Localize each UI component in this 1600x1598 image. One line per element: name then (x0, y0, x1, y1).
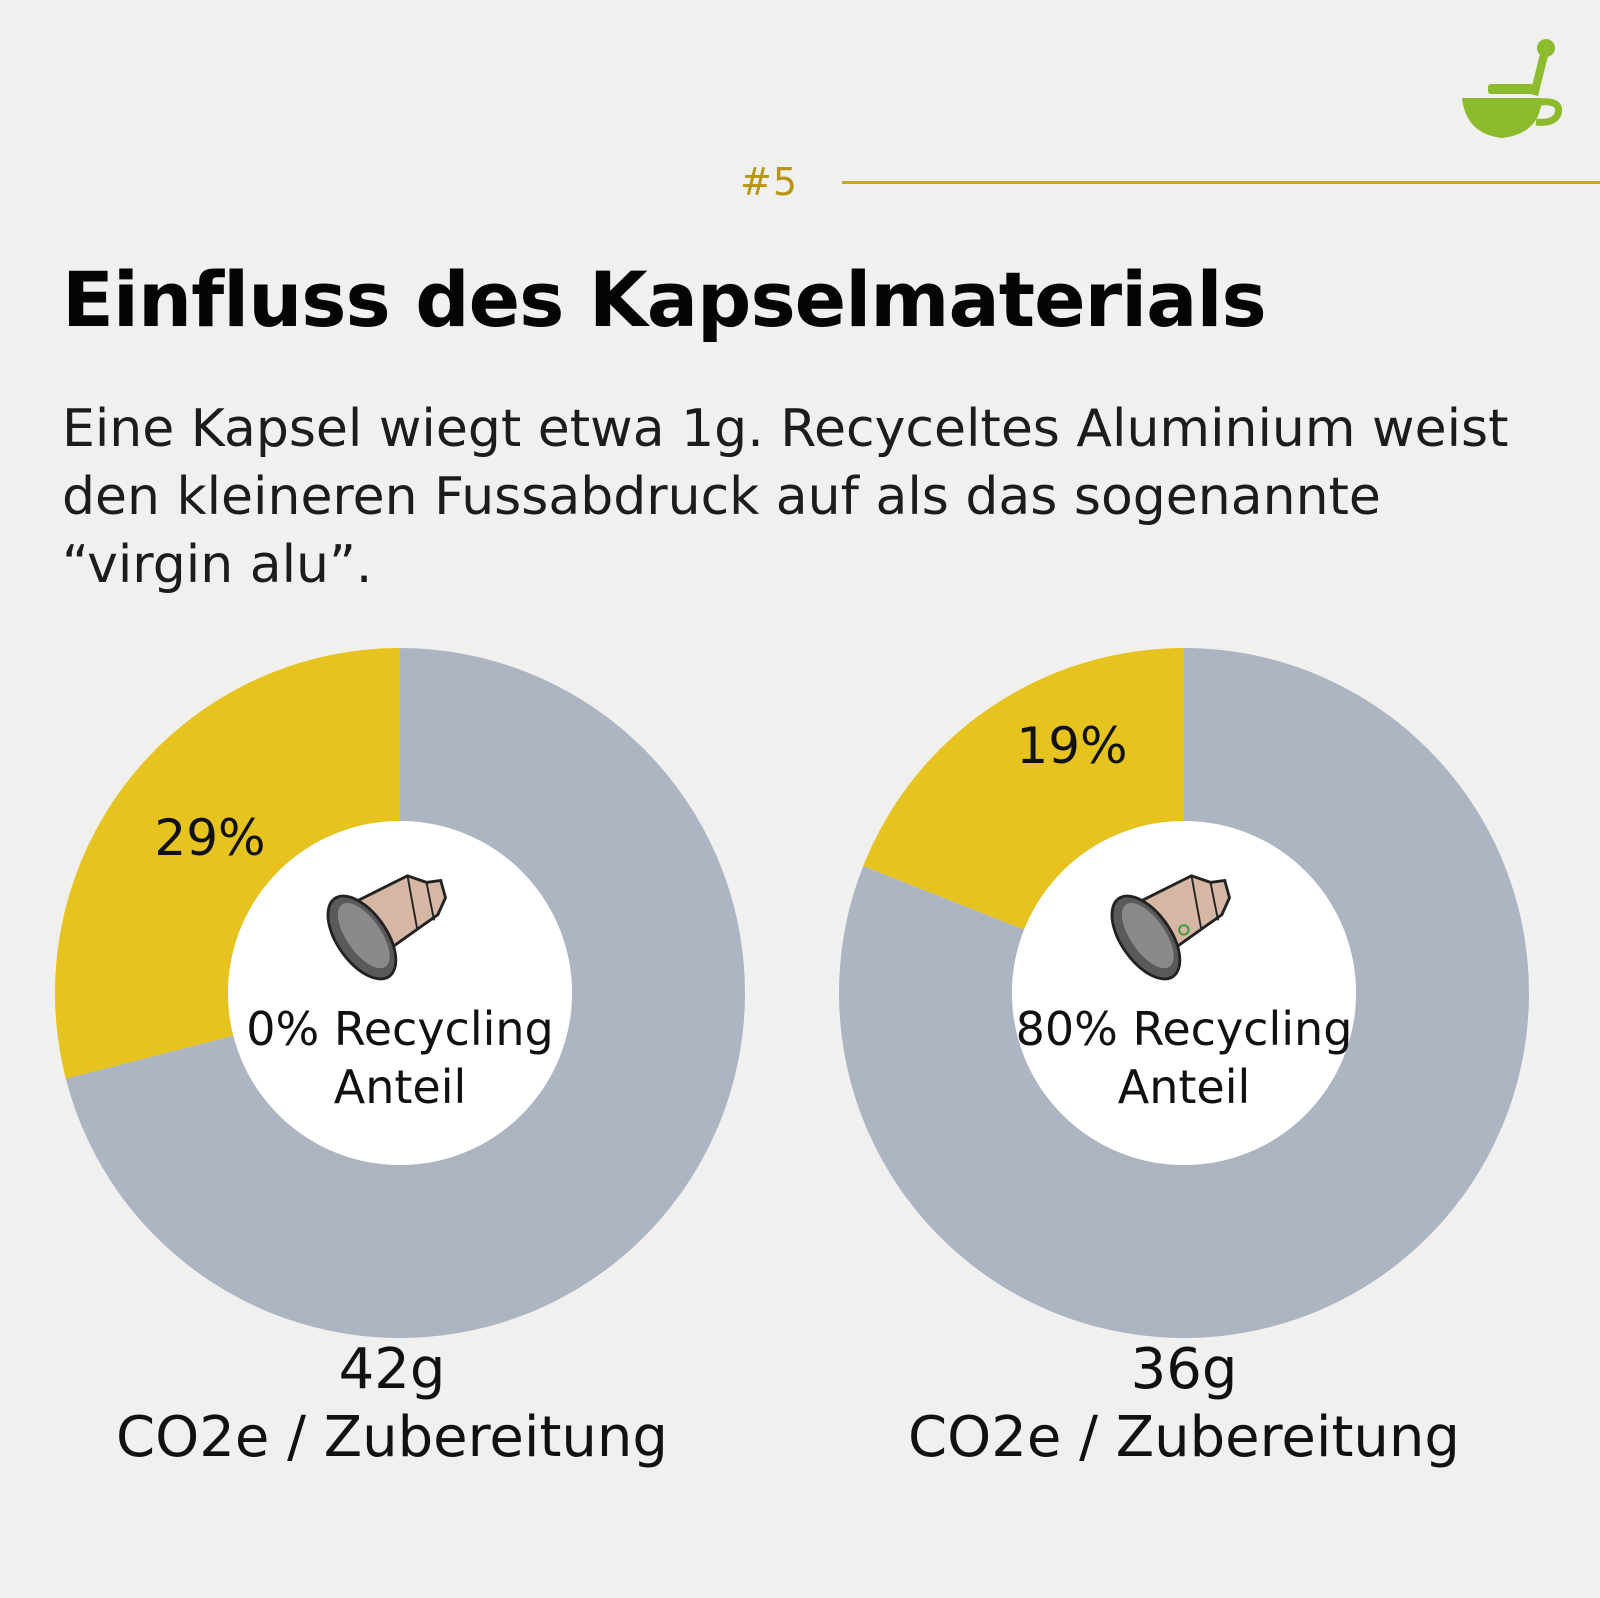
chart-caption: 42g CO2e / Zubereitung (72, 1336, 712, 1472)
caption-value: 42g (338, 1337, 446, 1402)
donut-slice (55, 648, 401, 1079)
donut-hole (228, 821, 572, 1165)
donut-slice (65, 648, 746, 1338)
caption-value: 36g (1130, 1337, 1238, 1402)
slice-label: 29% (154, 809, 265, 867)
bowl-icon (1462, 39, 1563, 138)
slice-label: 19% (1016, 717, 1127, 775)
center-label: Anteil (1118, 1060, 1251, 1114)
caption-unit: CO2e / Zubereitung (116, 1405, 668, 1470)
section-divider (842, 181, 1600, 184)
center-label: 80% Recycling (1016, 1002, 1353, 1056)
donut-slice (863, 648, 1184, 930)
center-label: Anteil (334, 1060, 467, 1114)
coffee-capsule-icon (326, 874, 448, 981)
donut-hole (1012, 821, 1356, 1165)
caption-unit: CO2e / Zubereitung (908, 1405, 1460, 1470)
donut-slice (838, 648, 1529, 1339)
page-title: Einfluss des Kapselmaterials (62, 255, 1267, 344)
section-number: #5 (740, 160, 799, 204)
page-subtitle: Eine Kapsel wiegt etwa 1g. Recyceltes Al… (62, 399, 1509, 595)
center-label: 0% Recycling (246, 1002, 554, 1056)
coffee-capsule-icon (1110, 874, 1232, 981)
chart-caption: 36g CO2e / Zubereitung (864, 1336, 1504, 1472)
